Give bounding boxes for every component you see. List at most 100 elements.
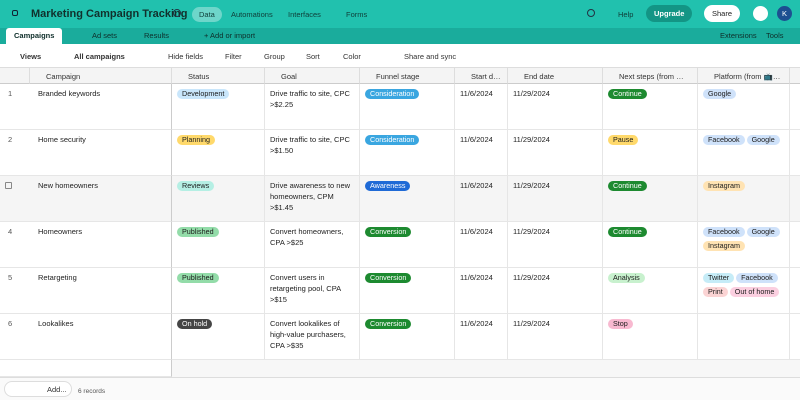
tag: Facebook: [736, 273, 778, 283]
column-header[interactable]: End date: [508, 68, 603, 84]
cell-goal[interactable]: Drive awareness to new homeowners, CPM >…: [265, 176, 360, 222]
cell-next[interactable]: Stop: [603, 314, 698, 360]
cell-start[interactable]: 11/6/2024: [455, 130, 508, 176]
column-header[interactable]: Goal: [265, 68, 360, 84]
info-icon[interactable]: [173, 9, 181, 17]
cell-status[interactable]: Reviews: [172, 176, 265, 222]
cell-start[interactable]: 11/6/2024: [455, 84, 508, 130]
add-record[interactable]: Add...: [47, 385, 67, 394]
cell-goal[interactable]: Convert lookalikes of high-value purchas…: [265, 314, 360, 360]
add-import[interactable]: + Add or import: [204, 31, 256, 40]
cell-status[interactable]: Published: [172, 222, 265, 268]
cell-status[interactable]: Development: [172, 84, 265, 130]
cell-start[interactable]: 11/6/2024: [455, 314, 508, 360]
cell-start[interactable]: 11/6/2024: [455, 268, 508, 314]
cell-goal[interactable]: Drive traffic to site, CPC >$2.25: [265, 84, 360, 130]
cell-text: Convert homeowners, CPA >$25: [270, 227, 344, 247]
tools[interactable]: Tools: [766, 31, 784, 40]
cell-campaign[interactable]: Lookalikes: [30, 314, 172, 360]
toolbar-action[interactable]: Sort: [306, 52, 320, 61]
add-row[interactable]: [0, 360, 172, 377]
tag: Conversion: [365, 227, 412, 237]
nav-tab[interactable]: Automations: [231, 10, 273, 19]
cell-platform[interactable]: Facebook GoogleInstagram: [698, 222, 790, 268]
toolbar-action[interactable]: Color: [343, 52, 361, 61]
extensions[interactable]: Extensions: [720, 31, 757, 40]
tag: Planning: [177, 135, 215, 145]
cell-goal[interactable]: Drive traffic to site, CPC >$1.50: [265, 130, 360, 176]
tag: Google: [746, 135, 780, 145]
tag: Instagram: [703, 241, 745, 251]
cell-text: 11/6/2024: [460, 273, 493, 282]
cell-goal[interactable]: Convert users in retargeting pool, CPA >…: [265, 268, 360, 314]
row-number: 6: [8, 319, 13, 328]
column-header[interactable]: Next steps (from …: [603, 68, 698, 84]
cell-funnel[interactable]: Consideration: [360, 130, 455, 176]
cell-text: 11/29/2024: [513, 181, 550, 190]
cell-campaign[interactable]: Home security: [30, 130, 172, 176]
tag: Consideration: [365, 135, 420, 145]
cell-goal[interactable]: Convert homeowners, CPA >$25: [265, 222, 360, 268]
nav-tab[interactable]: Data: [192, 7, 222, 22]
column-header[interactable]: Start d…: [455, 68, 508, 84]
history-icon[interactable]: [587, 9, 595, 17]
upgrade-button[interactable]: Upgrade: [646, 5, 693, 22]
toolbar-action[interactable]: Filter: [225, 52, 242, 61]
column-header[interactable]: Platform (from 📺…: [698, 68, 790, 84]
notifications[interactable]: [753, 6, 768, 21]
cell-funnel[interactable]: Conversion: [360, 268, 455, 314]
cell-start[interactable]: 11/6/2024: [455, 176, 508, 222]
toolbar-action[interactable]: Hide fields: [168, 52, 204, 61]
column-header[interactable]: Funnel stage: [360, 68, 455, 84]
cell-status[interactable]: Published: [172, 268, 265, 314]
cell-funnel[interactable]: Consideration: [360, 84, 455, 130]
cell-next[interactable]: Continue: [603, 222, 698, 268]
cell-funnel[interactable]: Conversion: [360, 314, 455, 360]
nav-tab[interactable]: Interfaces: [288, 10, 321, 19]
cell-platform[interactable]: [698, 314, 790, 360]
row-number: 4: [8, 227, 13, 236]
row-number-cell: 2: [0, 130, 30, 176]
toolbar-action[interactable]: Share and sync: [404, 52, 457, 61]
cell-next[interactable]: Continue: [603, 84, 698, 130]
cell-campaign[interactable]: New homeowners: [30, 176, 172, 222]
table-tab[interactable]: Results: [144, 31, 170, 40]
help-button[interactable]: Help: [618, 10, 634, 19]
column-header[interactable]: Status: [172, 68, 265, 84]
row-checkbox[interactable]: [5, 182, 12, 189]
cell-campaign[interactable]: Branded keywords: [30, 84, 172, 130]
view-name[interactable]: All campaigns: [74, 52, 125, 61]
cell-text: Retargeting: [38, 273, 77, 282]
share-button[interactable]: Share: [704, 5, 741, 22]
column-header[interactable]: Campaign: [30, 68, 172, 84]
avatar[interactable]: K: [777, 6, 792, 21]
views-toggle[interactable]: Views: [20, 52, 42, 61]
cell-end[interactable]: 11/29/2024: [508, 176, 603, 222]
cell-end[interactable]: 11/29/2024: [508, 84, 603, 130]
table-tab[interactable]: Campaigns: [6, 28, 63, 44]
table-tab[interactable]: Ad sets: [92, 31, 118, 40]
cell-campaign[interactable]: Retargeting: [30, 268, 172, 314]
cell-next[interactable]: Pause: [603, 130, 698, 176]
cell-campaign[interactable]: Homeowners: [30, 222, 172, 268]
cell-platform[interactable]: Instagram: [698, 176, 790, 222]
cell-start[interactable]: 11/6/2024: [455, 222, 508, 268]
cell-funnel[interactable]: Conversion: [360, 222, 455, 268]
cell-status[interactable]: Planning: [172, 130, 265, 176]
cell-end[interactable]: 11/29/2024: [508, 130, 603, 176]
cell-end[interactable]: 11/29/2024: [508, 314, 603, 360]
cell-next[interactable]: Analysis: [603, 268, 698, 314]
cell-funnel[interactable]: Awareness: [360, 176, 455, 222]
toolbar-action[interactable]: Group: [264, 52, 285, 61]
nav-tab[interactable]: Forms: [346, 10, 368, 19]
cell-text: Convert users in retargeting pool, CPA >…: [270, 273, 341, 304]
cell-platform[interactable]: Facebook Google: [698, 130, 790, 176]
cell-end[interactable]: 11/29/2024: [508, 268, 603, 314]
cell-platform[interactable]: Google: [698, 84, 790, 130]
header-add-column[interactable]: [790, 68, 800, 84]
row-number-cell: 6: [0, 314, 30, 360]
cell-next[interactable]: Continue: [603, 176, 698, 222]
cell-end[interactable]: 11/29/2024: [508, 222, 603, 268]
cell-platform[interactable]: Twitter Facebook Print Out of home: [698, 268, 790, 314]
cell-status[interactable]: On hold: [172, 314, 265, 360]
